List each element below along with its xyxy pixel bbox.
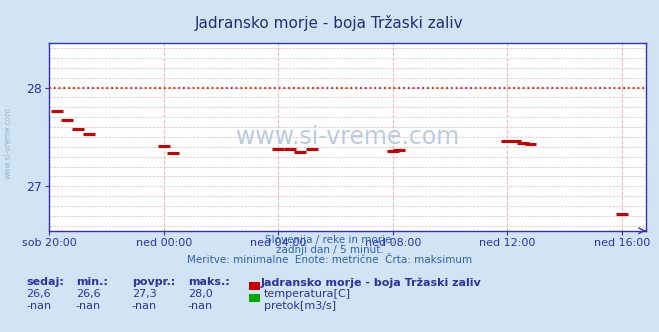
Text: -nan: -nan <box>132 301 157 311</box>
Text: povpr.:: povpr.: <box>132 277 175 287</box>
Text: zadnji dan / 5 minut.: zadnji dan / 5 minut. <box>275 245 384 255</box>
Text: www.si-vreme.com: www.si-vreme.com <box>4 107 13 179</box>
Text: 26,6: 26,6 <box>76 289 100 299</box>
Text: 26,6: 26,6 <box>26 289 51 299</box>
Text: sedaj:: sedaj: <box>26 277 64 287</box>
Text: Jadransko morje - boja Tržaski zaliv: Jadransko morje - boja Tržaski zaliv <box>260 277 481 288</box>
Text: www.si-vreme.com: www.si-vreme.com <box>236 125 459 149</box>
Text: maks.:: maks.: <box>188 277 229 287</box>
Text: temperatura[C]: temperatura[C] <box>264 289 351 299</box>
Text: Meritve: minimalne  Enote: metrične  Črta: maksimum: Meritve: minimalne Enote: metrične Črta:… <box>187 255 472 265</box>
Text: Slovenija / reke in morje.: Slovenija / reke in morje. <box>264 235 395 245</box>
Text: min.:: min.: <box>76 277 107 287</box>
Text: -nan: -nan <box>76 301 101 311</box>
Text: -nan: -nan <box>188 301 213 311</box>
Text: pretok[m3/s]: pretok[m3/s] <box>264 301 335 311</box>
Text: 28,0: 28,0 <box>188 289 213 299</box>
Text: Jadransko morje - boja Tržaski zaliv: Jadransko morje - boja Tržaski zaliv <box>195 15 464 31</box>
Text: -nan: -nan <box>26 301 51 311</box>
Text: 27,3: 27,3 <box>132 289 157 299</box>
